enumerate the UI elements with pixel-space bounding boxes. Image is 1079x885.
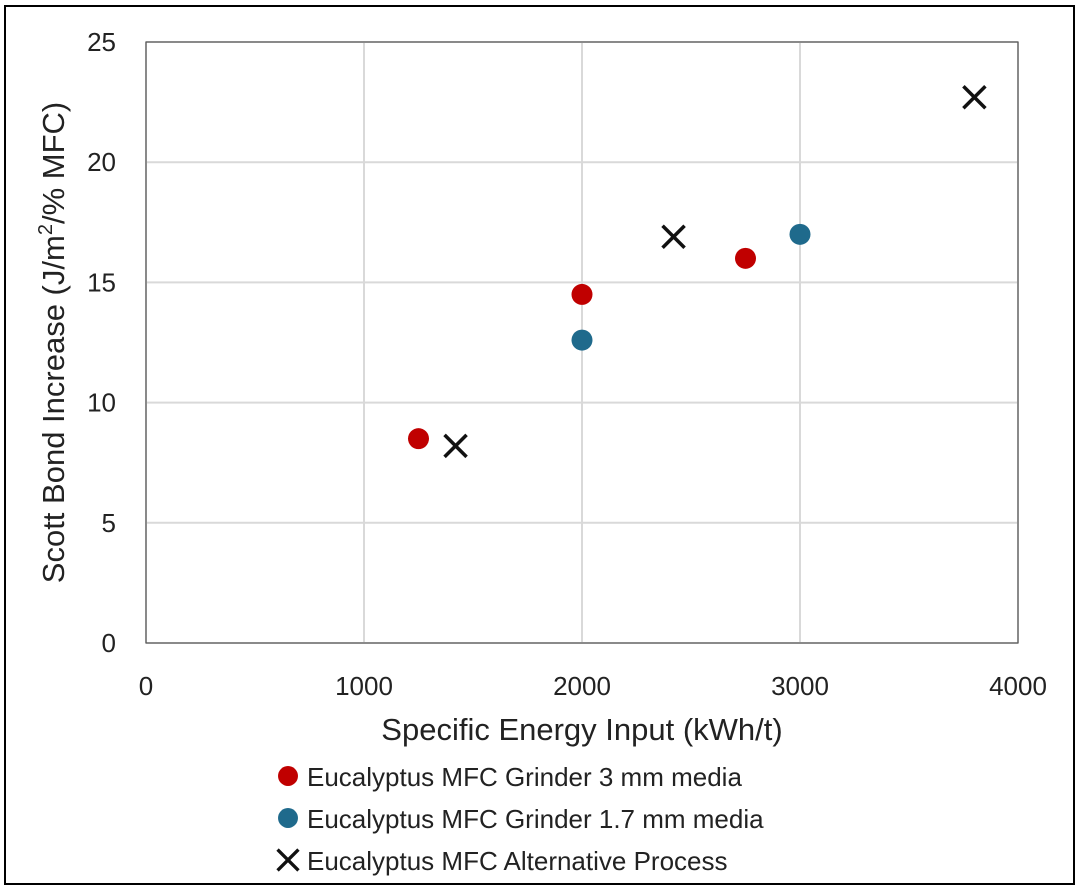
x-tick-label: 3000 bbox=[771, 671, 829, 701]
data-point-series-2 bbox=[789, 223, 811, 245]
marker-stroke bbox=[661, 224, 686, 249]
marker-stroke bbox=[443, 433, 468, 459]
x-axis-ticks: 0 1000 2000 3000 4000 bbox=[139, 671, 1047, 701]
marker-stroke bbox=[962, 85, 987, 110]
legend-marker-3 bbox=[276, 848, 300, 872]
legend: Eucalyptus MFC Grinder 3 mm media Eucalyp… bbox=[276, 762, 764, 876]
y-axis-ticks: 0 5 10 15 20 25 bbox=[87, 27, 116, 658]
data-point-series-2 bbox=[571, 329, 593, 351]
x-tick-label: 4000 bbox=[989, 671, 1047, 701]
marker-stroke bbox=[276, 848, 300, 872]
legend-marker-1 bbox=[278, 766, 298, 786]
y-tick-label: 15 bbox=[87, 267, 116, 297]
y-tick-label: 0 bbox=[102, 628, 116, 658]
legend-label-2: Eucalyptus MFC Grinder 1.7 mm media bbox=[307, 804, 764, 834]
data-point-series-3 bbox=[443, 433, 468, 459]
legend-label-3: Eucalyptus MFC Alternative Process bbox=[307, 846, 728, 876]
y-tick-label: 10 bbox=[87, 388, 116, 418]
y-tick-label: 20 bbox=[87, 147, 116, 177]
x-axis-title: Specific Energy Input (kWh/t) bbox=[381, 712, 782, 747]
data-point-series-3 bbox=[962, 85, 987, 110]
plot-area-border bbox=[145, 41, 1019, 644]
x-tick-label: 2000 bbox=[553, 671, 611, 701]
data-point-series-1 bbox=[571, 283, 593, 305]
data-point-series-1 bbox=[408, 428, 429, 450]
y-tick-label: 25 bbox=[87, 27, 116, 57]
data-points bbox=[408, 85, 987, 459]
legend-label-1: Eucalyptus MFC Grinder 3 mm media bbox=[307, 762, 742, 792]
y-tick-label: 5 bbox=[102, 508, 116, 538]
data-point-series-1 bbox=[735, 247, 756, 269]
x-tick-label: 1000 bbox=[335, 671, 393, 701]
y-axis-title: Scott Bond Increase (J/m2/% MFC) bbox=[35, 102, 71, 583]
data-point-series-3 bbox=[661, 224, 686, 249]
legend-marker-2 bbox=[278, 808, 298, 828]
x-tick-label: 0 bbox=[139, 671, 153, 701]
